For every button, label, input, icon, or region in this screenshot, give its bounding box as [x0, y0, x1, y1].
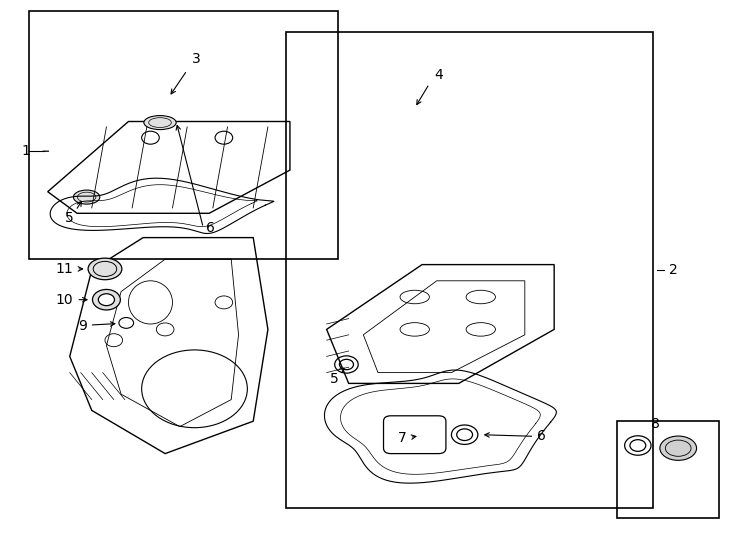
Text: 10: 10 [56, 293, 73, 307]
Text: 11: 11 [56, 262, 73, 276]
Text: 7: 7 [398, 431, 407, 446]
Ellipse shape [144, 116, 176, 130]
Ellipse shape [73, 190, 100, 204]
Text: 9: 9 [78, 319, 87, 333]
Text: 6: 6 [537, 429, 546, 443]
Text: 1: 1 [21, 144, 30, 158]
Ellipse shape [660, 436, 697, 460]
Text: 3: 3 [192, 52, 200, 66]
Ellipse shape [92, 289, 120, 310]
Text: 4: 4 [434, 68, 443, 82]
Text: 5: 5 [65, 211, 74, 225]
Text: 2: 2 [669, 263, 677, 277]
Ellipse shape [98, 294, 115, 306]
Text: 6: 6 [206, 221, 215, 235]
Text: 8: 8 [651, 417, 660, 431]
Text: 5: 5 [330, 372, 338, 386]
Ellipse shape [88, 258, 122, 280]
